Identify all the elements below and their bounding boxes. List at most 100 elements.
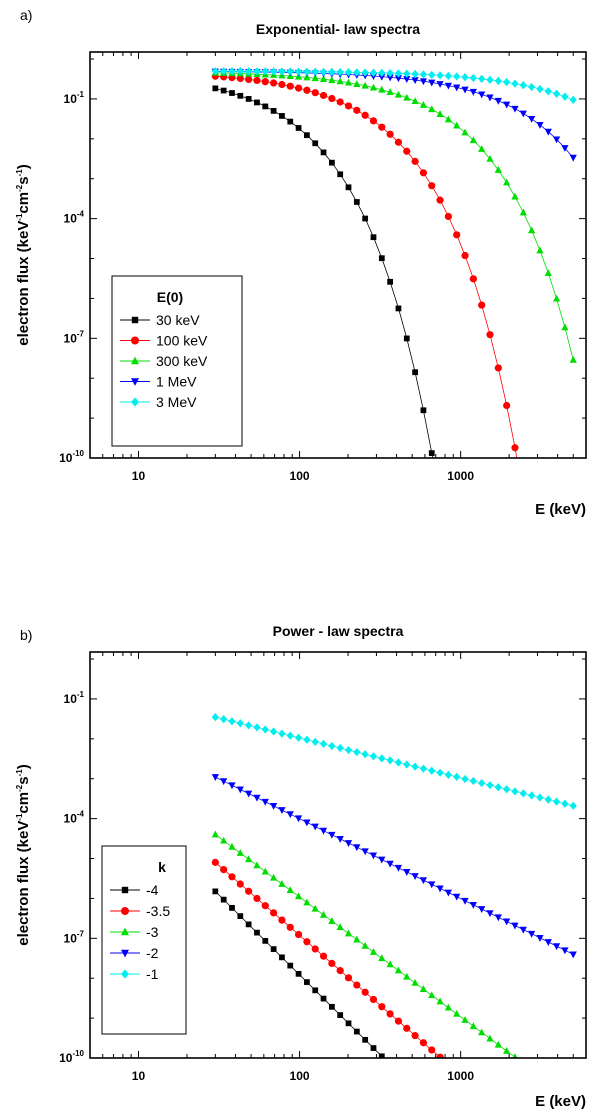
x-tick-label: 10 bbox=[132, 469, 146, 483]
data-point bbox=[361, 750, 369, 759]
data-point bbox=[486, 781, 494, 790]
data-point bbox=[394, 1017, 403, 1025]
data-point bbox=[486, 910, 494, 918]
legend-label: 100 keV bbox=[156, 333, 208, 349]
data-point bbox=[486, 1034, 494, 1042]
data-point bbox=[453, 72, 461, 81]
data-point bbox=[461, 897, 469, 905]
data-point bbox=[370, 234, 377, 241]
data-point bbox=[511, 444, 519, 452]
data-point bbox=[336, 967, 344, 975]
data-point bbox=[503, 178, 511, 186]
data-point bbox=[411, 873, 419, 880]
data-point bbox=[236, 74, 244, 83]
data-point bbox=[428, 881, 436, 889]
data-point bbox=[361, 941, 369, 949]
data-point bbox=[569, 154, 577, 162]
data-point bbox=[494, 1040, 502, 1048]
data-point bbox=[394, 864, 403, 872]
series-line bbox=[215, 834, 517, 1058]
data-point bbox=[303, 819, 311, 827]
data-point bbox=[444, 115, 452, 123]
data-point bbox=[270, 946, 277, 952]
y-tick-label: 10-4 bbox=[64, 210, 85, 226]
data-point bbox=[411, 69, 419, 79]
series-2 bbox=[211, 72, 519, 458]
data-point bbox=[361, 848, 369, 856]
data-point bbox=[378, 85, 386, 93]
data-point bbox=[494, 364, 502, 372]
y-axis-label: electron flux (keV-1cm-2s-1) bbox=[15, 764, 32, 945]
y-tick-label: 10-1 bbox=[64, 90, 85, 106]
data-point bbox=[419, 100, 428, 108]
data-point bbox=[344, 68, 353, 77]
legend-item-5: -1 bbox=[110, 966, 159, 982]
data-point bbox=[369, 117, 378, 125]
data-point bbox=[461, 251, 469, 260]
data-point bbox=[270, 79, 278, 87]
x-tick-label: 1000 bbox=[447, 469, 474, 483]
data-point bbox=[236, 880, 244, 888]
series-line bbox=[215, 716, 574, 807]
data-point bbox=[453, 84, 461, 92]
data-point bbox=[353, 844, 361, 852]
legend-box bbox=[101, 845, 187, 1035]
series-5 bbox=[211, 712, 577, 810]
data-point bbox=[428, 70, 436, 79]
data-point bbox=[394, 90, 403, 98]
chart-title: Power - law spectra bbox=[273, 623, 404, 639]
y-label-sup: -1 bbox=[15, 169, 24, 177]
data-point bbox=[444, 71, 452, 81]
data-point bbox=[420, 407, 427, 414]
data-point bbox=[311, 945, 319, 953]
ticks bbox=[89, 52, 587, 459]
data-point bbox=[229, 904, 235, 911]
data-point bbox=[294, 815, 303, 823]
data-point bbox=[353, 68, 361, 77]
y-tick-base: 10 bbox=[59, 451, 73, 465]
data-point bbox=[419, 70, 428, 79]
data-point bbox=[220, 778, 228, 786]
data-point bbox=[319, 75, 328, 83]
data-point bbox=[328, 741, 336, 751]
data-point bbox=[552, 89, 561, 98]
data-point bbox=[378, 68, 386, 78]
data-point bbox=[386, 756, 394, 765]
data-point bbox=[519, 208, 527, 216]
legend-item-2: 100 keV bbox=[120, 333, 208, 349]
data-point bbox=[311, 67, 319, 76]
y-tick-exp: -1 bbox=[77, 690, 85, 699]
data-point bbox=[403, 335, 410, 342]
data-point bbox=[287, 118, 294, 125]
data-point bbox=[486, 94, 494, 102]
legend-label: -3 bbox=[146, 924, 159, 940]
data-point bbox=[528, 930, 536, 938]
data-point bbox=[303, 67, 311, 76]
data-point bbox=[395, 305, 402, 312]
data-point bbox=[237, 92, 244, 99]
x-tick-label: 1000 bbox=[447, 1069, 474, 1083]
data-point bbox=[394, 69, 403, 78]
legend-marker bbox=[131, 336, 139, 345]
data-point bbox=[228, 873, 236, 881]
data-point bbox=[336, 98, 344, 106]
data-point bbox=[536, 246, 544, 254]
series-line bbox=[215, 72, 574, 360]
data-point bbox=[336, 77, 344, 85]
data-point bbox=[286, 67, 294, 76]
y-label-part: ) bbox=[15, 764, 32, 769]
data-point bbox=[394, 758, 403, 767]
legend-item-2: -3.5 bbox=[110, 903, 170, 919]
series-layer bbox=[211, 67, 577, 458]
data-point bbox=[469, 136, 477, 144]
data-point bbox=[319, 739, 328, 749]
legend-marker bbox=[121, 907, 129, 915]
data-point bbox=[278, 880, 286, 887]
data-point bbox=[469, 902, 477, 909]
data-point bbox=[270, 909, 278, 917]
data-point bbox=[387, 278, 394, 285]
legend-item-4: 1 MeV bbox=[120, 374, 197, 390]
data-point bbox=[353, 1028, 360, 1035]
data-point bbox=[236, 786, 244, 794]
data-point bbox=[436, 81, 444, 88]
